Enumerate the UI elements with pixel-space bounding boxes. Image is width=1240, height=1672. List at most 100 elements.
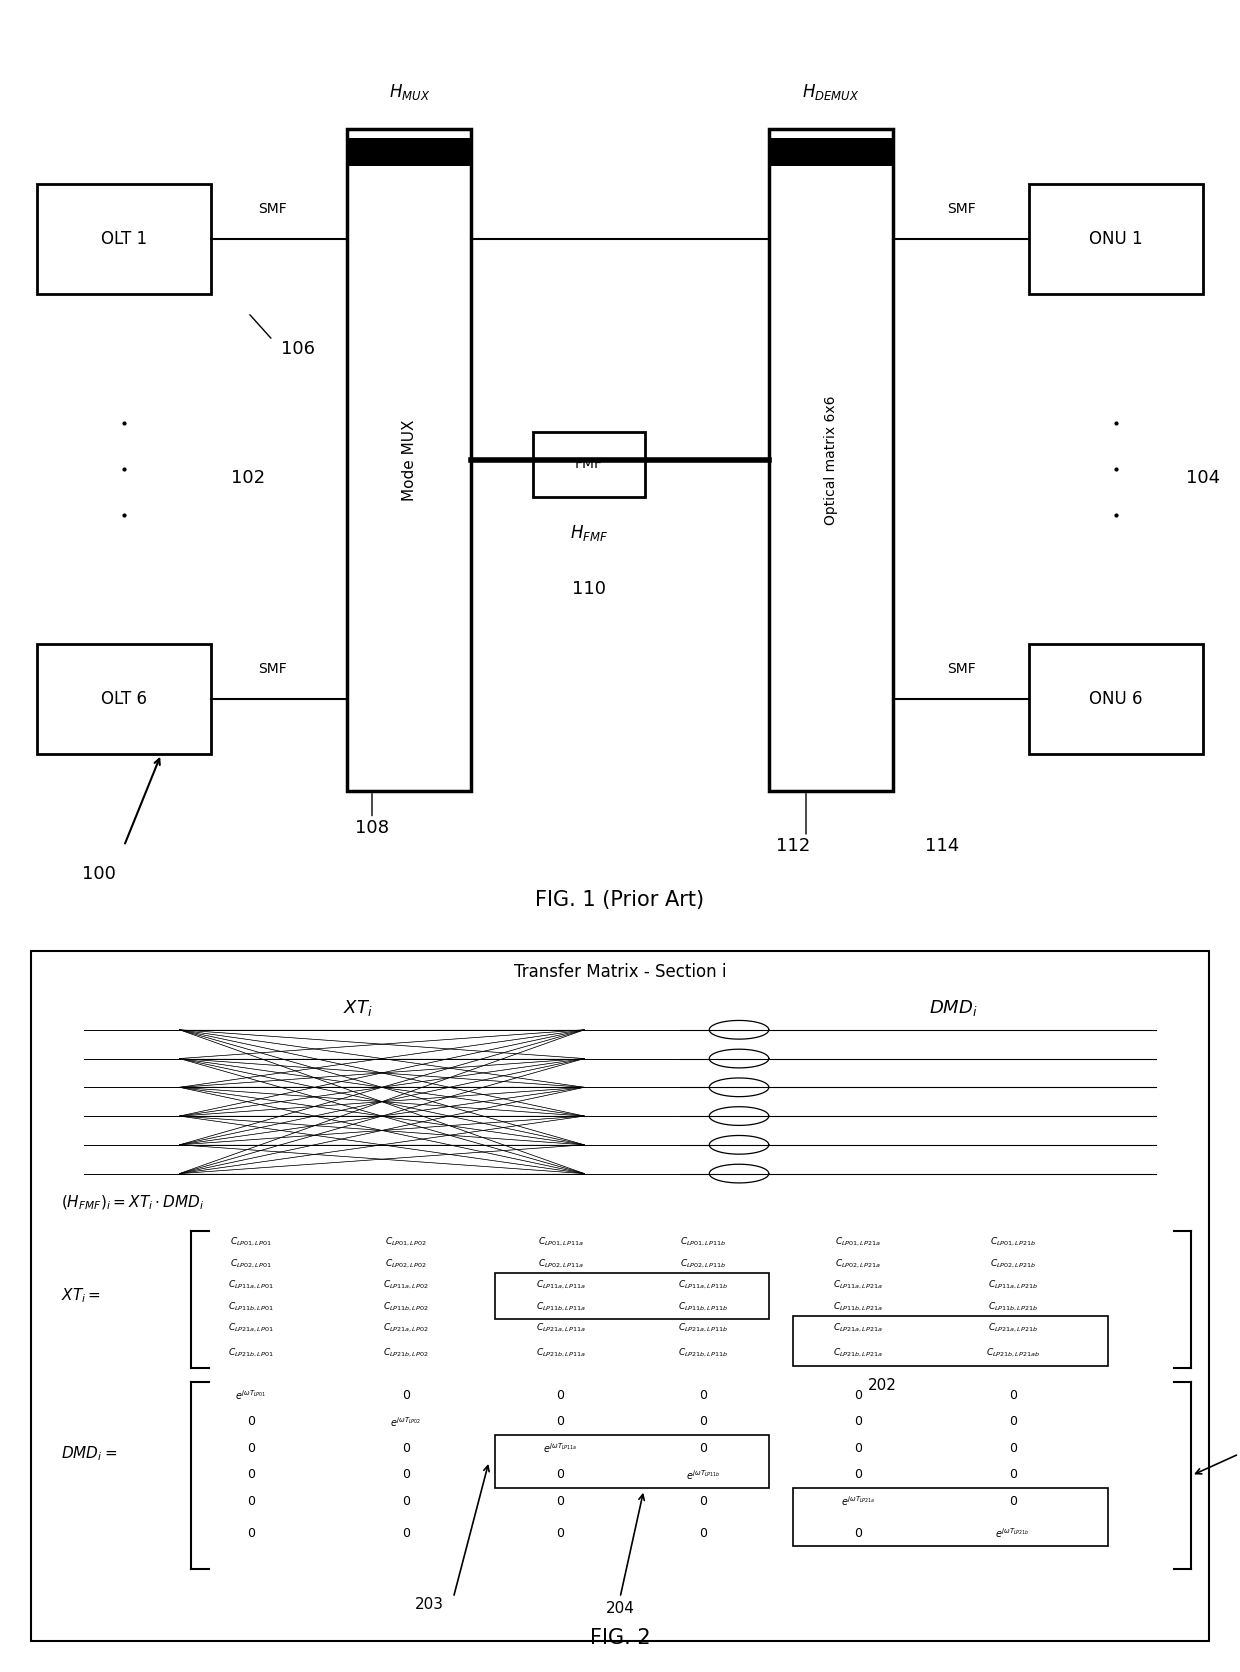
Text: $C_{LP11b,LP02}$: $C_{LP11b,LP02}$ (383, 1301, 429, 1313)
Text: 0: 0 (1009, 1441, 1017, 1455)
Text: 0: 0 (699, 1415, 707, 1428)
Text: 0: 0 (854, 1388, 862, 1401)
Text: $C_{LP01,LP21a}$: $C_{LP01,LP21a}$ (836, 1236, 880, 1247)
Text: $C_{LP21b,LP11a}$: $C_{LP21b,LP11a}$ (536, 1348, 585, 1359)
Text: 0: 0 (557, 1527, 564, 1540)
Text: $C_{LP21b,LP21a}$: $C_{LP21b,LP21a}$ (833, 1348, 883, 1359)
Bar (1029, 184, 1203, 294)
Text: $C_{LP21b,LP21ab}$: $C_{LP21b,LP21ab}$ (986, 1348, 1039, 1359)
Text: $H_{MUX}$: $H_{MUX}$ (388, 82, 430, 102)
Text: Mode MUX: Mode MUX (402, 420, 417, 500)
Text: $C_{LP11b,LP11b}$: $C_{LP11b,LP11b}$ (678, 1301, 728, 1313)
Text: SMF: SMF (258, 662, 288, 675)
Text: 106: 106 (280, 341, 315, 358)
Text: $DMD_i =$: $DMD_i =$ (61, 1445, 117, 1463)
Text: $C_{LP21a,LP01}$: $C_{LP21a,LP01}$ (228, 1323, 274, 1334)
Text: $C_{LP01,LP21b}$: $C_{LP01,LP21b}$ (990, 1236, 1035, 1247)
Text: 0: 0 (854, 1441, 862, 1455)
Text: $DMD_i$: $DMD_i$ (929, 998, 977, 1018)
Text: $C_{LP21a,LP11b}$: $C_{LP21a,LP11b}$ (678, 1323, 728, 1334)
Bar (769, 139, 893, 166)
Text: $XT_i =$: $XT_i =$ (61, 1286, 100, 1306)
Text: 0: 0 (854, 1415, 862, 1428)
Text: $C_{LP11b,LP21b}$: $C_{LP11b,LP21b}$ (988, 1301, 1038, 1313)
Text: $C_{LP02,LP02}$: $C_{LP02,LP02}$ (384, 1257, 427, 1269)
Text: OLT 6: OLT 6 (100, 691, 148, 707)
Text: 114: 114 (925, 838, 960, 854)
Text: $e^{j\omega T_{LP02}}$: $e^{j\omega T_{LP02}}$ (391, 1415, 422, 1428)
Text: $C_{LP11b,LP01}$: $C_{LP11b,LP01}$ (228, 1301, 274, 1313)
Bar (792, 1488, 1109, 1547)
Bar (347, 139, 471, 166)
Text: $e^{j\omega T_{LP21a}}$: $e^{j\omega T_{LP21a}}$ (841, 1495, 875, 1508)
Text: 0: 0 (699, 1527, 707, 1540)
Text: $C_{LP01,LP11a}$: $C_{LP01,LP11a}$ (538, 1236, 583, 1247)
Text: 0: 0 (854, 1468, 862, 1481)
Text: $C_{LP11a,LP21a}$: $C_{LP11a,LP21a}$ (833, 1279, 883, 1291)
Text: Optical matrix 6x6: Optical matrix 6x6 (823, 395, 838, 525)
Text: $C_{LP11a,LP01}$: $C_{LP11a,LP01}$ (228, 1279, 274, 1291)
Text: 0: 0 (699, 1441, 707, 1455)
Text: 100: 100 (82, 864, 117, 883)
Text: ONU 6: ONU 6 (1089, 691, 1143, 707)
Text: SMF: SMF (946, 662, 976, 675)
Text: $C_{LP01,LP01}$: $C_{LP01,LP01}$ (231, 1236, 272, 1247)
Text: $H_{FMF}$: $H_{FMF}$ (570, 523, 608, 543)
Text: 112: 112 (776, 838, 811, 854)
Text: $C_{LP21a,LP21b}$: $C_{LP21a,LP21b}$ (988, 1323, 1038, 1334)
Text: SMF: SMF (946, 202, 976, 216)
Text: $C_{LP11a,LP11a}$: $C_{LP11a,LP11a}$ (536, 1279, 585, 1291)
Text: 0: 0 (247, 1415, 255, 1428)
Text: $C_{LP02,LP21a}$: $C_{LP02,LP21a}$ (836, 1257, 880, 1269)
Text: $C_{LP01,LP02}$: $C_{LP01,LP02}$ (384, 1236, 427, 1247)
Bar (37, 184, 211, 294)
Bar (769, 129, 893, 791)
Text: 0: 0 (1009, 1388, 1017, 1401)
Text: $e^{j\omega T_{LP11a}}$: $e^{j\omega T_{LP11a}}$ (543, 1441, 578, 1455)
Text: $C_{LP21b,LP11b}$: $C_{LP21b,LP11b}$ (678, 1348, 728, 1359)
Text: $C_{LP21a,LP21a}$: $C_{LP21a,LP21a}$ (833, 1323, 883, 1334)
Text: $C_{LP21a,LP02}$: $C_{LP21a,LP02}$ (383, 1323, 429, 1334)
Text: $C_{LP21a,LP11a}$: $C_{LP21a,LP11a}$ (536, 1323, 585, 1334)
Text: 0: 0 (1009, 1468, 1017, 1481)
Text: $H_{DEMUX}$: $H_{DEMUX}$ (802, 82, 859, 102)
Text: $C_{LP11a,LP21b}$: $C_{LP11a,LP21b}$ (988, 1279, 1038, 1291)
Text: $C_{LP11b,LP21a}$: $C_{LP11b,LP21a}$ (833, 1301, 883, 1313)
Text: FIG. 1 (Prior Art): FIG. 1 (Prior Art) (536, 891, 704, 910)
Text: 203: 203 (415, 1597, 444, 1612)
Text: $C_{LP11a,LP02}$: $C_{LP11a,LP02}$ (383, 1279, 429, 1291)
Text: $C_{LP02,LP11b}$: $C_{LP02,LP11b}$ (681, 1257, 727, 1269)
Text: 0: 0 (557, 1495, 564, 1508)
Text: 0: 0 (402, 1468, 409, 1481)
Text: OLT 1: OLT 1 (100, 231, 148, 247)
Bar (495, 1435, 769, 1488)
Bar (347, 129, 471, 791)
Text: $C_{LP02,LP11a}$: $C_{LP02,LP11a}$ (538, 1257, 583, 1269)
Text: 0: 0 (557, 1415, 564, 1428)
Text: Transfer Matrix - Section i: Transfer Matrix - Section i (513, 963, 727, 981)
Text: $e^{j\omega T_{LP11b}}$: $e^{j\omega T_{LP11b}}$ (686, 1468, 720, 1481)
Text: SMF: SMF (258, 202, 288, 216)
Text: 202: 202 (868, 1378, 897, 1393)
Text: 0: 0 (247, 1468, 255, 1481)
Text: 0: 0 (854, 1527, 862, 1540)
Text: $C_{LP11a,LP11b}$: $C_{LP11a,LP11b}$ (678, 1279, 728, 1291)
Text: 0: 0 (557, 1468, 564, 1481)
Text: $XT_i$: $XT_i$ (343, 998, 373, 1018)
Text: 0: 0 (557, 1388, 564, 1401)
Text: $C_{LP02,LP01}$: $C_{LP02,LP01}$ (231, 1257, 272, 1269)
Text: $C_{LP21b,LP01}$: $C_{LP21b,LP01}$ (228, 1348, 274, 1359)
Text: 0: 0 (699, 1495, 707, 1508)
Text: 0: 0 (402, 1527, 409, 1540)
Text: 0: 0 (402, 1388, 409, 1401)
Text: 102: 102 (231, 470, 265, 487)
Text: 204: 204 (605, 1602, 635, 1617)
Text: 0: 0 (247, 1495, 255, 1508)
Text: 110: 110 (572, 580, 606, 597)
Text: 0: 0 (402, 1441, 409, 1455)
Text: $e^{j\omega T_{LP01}}$: $e^{j\omega T_{LP01}}$ (236, 1388, 267, 1401)
Bar (533, 433, 645, 497)
Text: 0: 0 (247, 1527, 255, 1540)
Text: 0: 0 (1009, 1495, 1017, 1508)
Text: 108: 108 (355, 819, 389, 836)
